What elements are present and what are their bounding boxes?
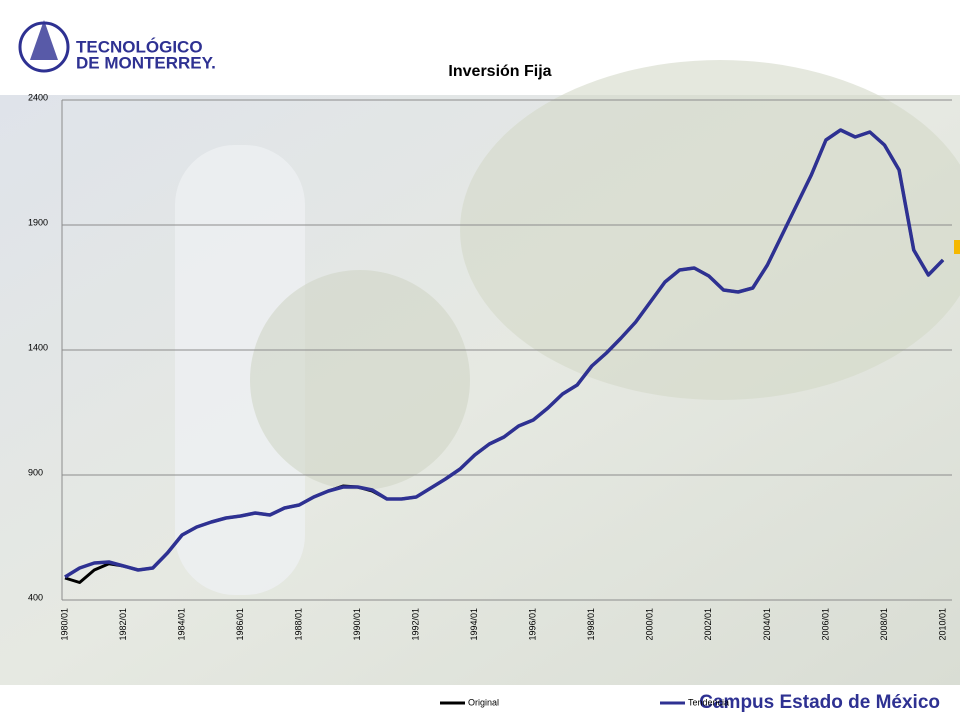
x-tick-label: 1986/01 [235,608,245,641]
accent [954,240,960,254]
x-tick-label: 1998/01 [586,608,596,641]
logo-text: DE MONTERREY. [76,53,216,72]
x-tick-label: 2006/01 [820,608,830,641]
legend-label: Tendencia [688,697,729,707]
y-tick-label: 900 [28,467,43,477]
x-tick-label: 1992/01 [411,608,421,641]
x-tick-label: 1988/01 [294,608,304,641]
data-line [64,128,945,579]
logo [18,20,70,73]
y-tick-label: 1900 [28,217,48,227]
chart-title: Inversión Fija [448,63,551,80]
x-tick-label: 1980/01 [59,608,69,641]
x-tick-label: 2004/01 [762,608,772,641]
tree [250,270,470,490]
y-tick-label: 400 [28,592,43,602]
building [175,145,305,595]
tree [460,60,960,400]
x-tick-label: 2010/01 [937,608,947,641]
x-tick-label: 2000/01 [645,608,655,641]
x-tick-label: 1996/01 [528,608,538,641]
x-tick-label: 1982/01 [118,608,128,641]
y-tick-label: 2400 [28,92,48,102]
x-tick-label: 2002/01 [703,608,713,641]
legend-label: Original [468,697,499,707]
y-tick-label: 1400 [28,342,48,352]
x-tick-label: 1990/01 [352,608,362,641]
logo-text: TECNOLÓGICO [76,37,203,56]
x-tick-label: 1984/01 [176,608,186,641]
campus-name: Campus Estado de México [699,692,940,713]
x-tick-label: 1994/01 [469,608,479,641]
x-tick-label: 2008/01 [879,608,889,641]
